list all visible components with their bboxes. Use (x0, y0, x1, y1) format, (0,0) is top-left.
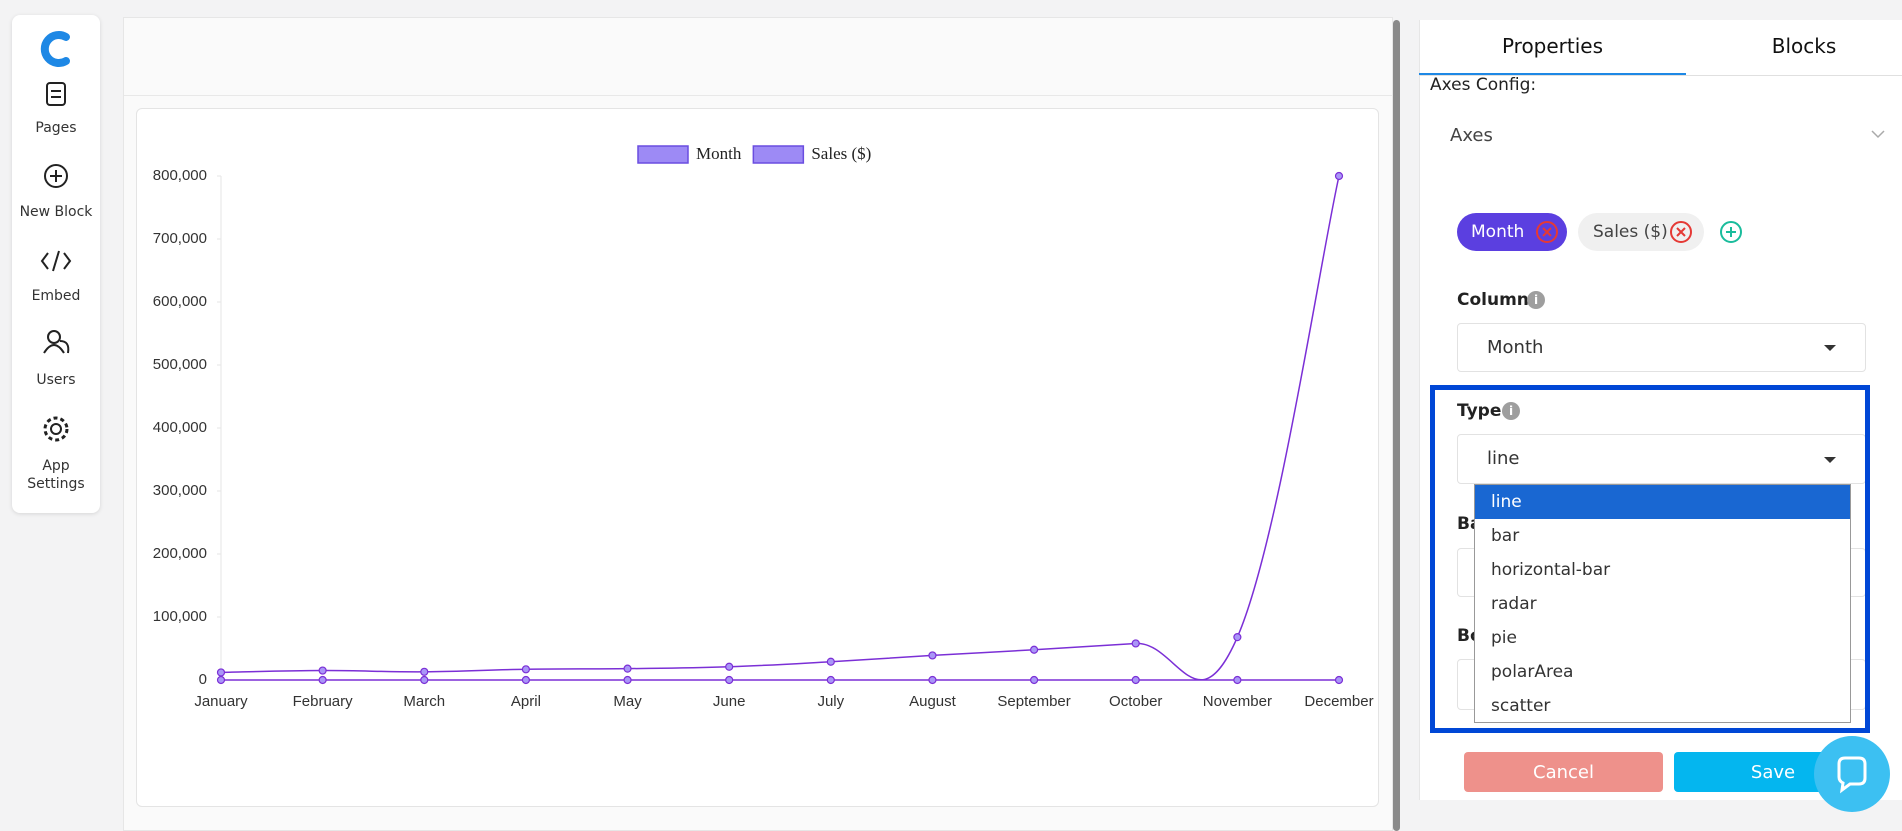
chip-label: Month (1471, 222, 1525, 242)
series-line (220, 175, 1340, 681)
nav-pages[interactable]: Pages (35, 120, 77, 136)
type-option[interactable]: polarArea (1491, 662, 1574, 682)
type-label: Type (1457, 401, 1502, 421)
x-tick-label: December (1304, 693, 1373, 710)
info-icon[interactable]: i (1527, 291, 1545, 309)
data-point (725, 675, 734, 685)
info-icon[interactable]: i (1502, 402, 1520, 420)
legend-swatch (752, 145, 805, 164)
caret (1824, 457, 1836, 463)
tab-blocks[interactable]: Blocks (1771, 34, 1837, 58)
data-point (1233, 633, 1242, 642)
x-tick-label: April (511, 693, 541, 710)
chip-label: Sales ($) (1593, 222, 1668, 242)
scrollbar[interactable] (1393, 20, 1400, 831)
data-point (1233, 675, 1242, 685)
cancel-label: Cancel (1533, 762, 1594, 783)
column-label: Column (1457, 290, 1529, 310)
data-point (216, 668, 226, 677)
data-point (928, 675, 937, 685)
cancel-button[interactable] (1464, 752, 1663, 792)
y-tick-label: 600,000 (153, 293, 207, 310)
data-point (1131, 639, 1140, 648)
type-option[interactable]: line (1475, 485, 1850, 519)
data-point (216, 675, 226, 685)
type-option[interactable]: bar (1491, 526, 1520, 546)
x-tick-label: February (293, 693, 354, 710)
chevron (1871, 130, 1885, 139)
x-tick-label: July (817, 693, 844, 710)
y-tick-label: 100,000 (153, 608, 207, 625)
x-tick-label: September (997, 693, 1070, 710)
y-tick-label: 300,000 (153, 482, 207, 499)
chart-card (136, 108, 1379, 807)
sidebar-icons (40, 31, 72, 442)
nav-new-block[interactable]: New Block (19, 204, 93, 220)
x-tick-label: November (1203, 693, 1272, 710)
data-point (623, 664, 632, 673)
nav-users[interactable]: Users (36, 372, 76, 388)
x-tick-label: January (194, 693, 248, 710)
x-tick-label: May (613, 693, 642, 710)
type-option[interactable]: scatter (1491, 696, 1551, 716)
legend-swatch (637, 145, 689, 164)
canvas-header-line (124, 95, 1392, 96)
type-option[interactable]: pie (1491, 628, 1517, 648)
data-point (1029, 675, 1039, 685)
type-value: line (1487, 448, 1520, 469)
x-tick-label: August (909, 693, 957, 710)
data-point (521, 675, 531, 685)
legend-label: Sales ($) (811, 144, 871, 163)
data-point (1029, 645, 1039, 654)
column-value: Month (1487, 337, 1544, 358)
data-point (826, 657, 835, 666)
data-point (420, 667, 429, 676)
section-title: Axes Config: (1430, 75, 1537, 95)
data-point (725, 662, 734, 671)
type-option[interactable]: horizontal-bar (1491, 560, 1611, 580)
data-point (420, 675, 429, 685)
y-tick-label: 700,000 (153, 230, 207, 247)
data-point (623, 675, 632, 685)
data-point (521, 665, 531, 674)
y-tick-label: 0 (199, 671, 207, 688)
y-tick-label: 800,000 (153, 167, 207, 184)
nav-app-settings[interactable]: App Settings (27, 458, 85, 492)
legend-label: Month (696, 144, 742, 163)
type-select[interactable] (1457, 434, 1866, 484)
column-select[interactable] (1457, 323, 1866, 372)
data-point (1131, 675, 1140, 685)
tab-divider (1419, 75, 1902, 76)
data-point (318, 675, 327, 685)
chip-icons (1536, 221, 1742, 243)
highlight-box (1430, 385, 1870, 733)
y-tick-label: 200,000 (153, 545, 207, 562)
type-option[interactable]: radar (1491, 594, 1537, 614)
y-tick-label: 400,000 (153, 419, 207, 436)
data-point (318, 666, 327, 675)
chip-month[interactable] (1457, 213, 1567, 251)
x-tick-label: March (403, 693, 445, 710)
x-tick-label: June (713, 693, 746, 710)
x-tick-label: October (1109, 693, 1162, 710)
data-point (826, 675, 835, 685)
axes-accordion[interactable]: Axes (1450, 125, 1493, 146)
data-point (928, 651, 937, 660)
type-options: line bar horizontal-bar radar pie polarArea sc… (1474, 484, 1851, 723)
y-tick-label: 500,000 (153, 356, 207, 373)
data-point (1334, 675, 1344, 685)
tab-properties[interactable]: Properties (1501, 34, 1604, 58)
data-point (1334, 171, 1344, 181)
chart: 0 100,000 200,000 300,000 400,000 500,000 600,… (153, 144, 1374, 710)
nav-embed[interactable]: Embed (31, 288, 81, 304)
caret (1824, 345, 1836, 351)
chip-sales[interactable] (1578, 213, 1704, 251)
chat-bubble[interactable] (1812, 734, 1892, 814)
tab-underline (1419, 73, 1686, 75)
save-label: Save (1750, 762, 1796, 783)
